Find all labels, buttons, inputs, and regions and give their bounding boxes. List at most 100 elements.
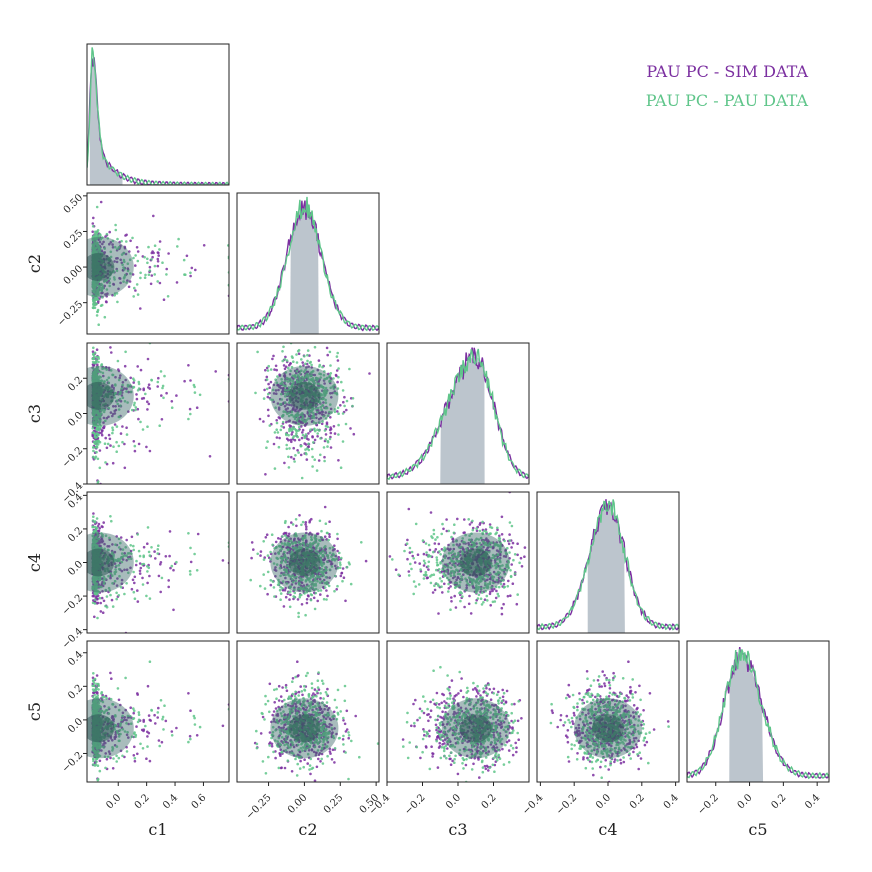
- scatter-point-pau: [322, 373, 326, 377]
- scatter-point-sim: [284, 355, 287, 359]
- scatter-point-pau: [109, 593, 112, 597]
- scatter-point-sim: [137, 417, 140, 421]
- scatter-point-pau: [113, 572, 117, 576]
- scatter-point-pau: [118, 574, 121, 578]
- scatter-point-pau: [92, 544, 95, 547]
- scatter-point-pau: [184, 273, 187, 277]
- scatter-point-pau: [134, 254, 137, 257]
- scatter-point-pau: [276, 431, 280, 434]
- scatter-point-pau: [123, 268, 126, 271]
- scatter-point-pau: [129, 390, 133, 394]
- scatter-point-pau: [116, 402, 119, 406]
- scatter-point-pau: [299, 378, 302, 382]
- scatter-point-pau: [140, 563, 144, 566]
- scatter-point-sim: [283, 367, 287, 371]
- scatter-point-pau: [288, 605, 292, 609]
- scatter-point-pau: [111, 426, 114, 430]
- scatter-point-sim: [288, 403, 291, 407]
- scatter-point-sim: [310, 517, 313, 521]
- scatter-point-pau: [304, 613, 307, 617]
- scatter-point-pau: [330, 411, 333, 414]
- scatter-point-sim: [329, 392, 332, 395]
- scatter-point-pau: [92, 301, 96, 305]
- scatter-point-pau: [122, 251, 126, 255]
- scatter-point-pau: [306, 359, 309, 363]
- scatter-point-pau: [158, 248, 161, 251]
- scatter-point-pau: [139, 420, 142, 424]
- scatter-point-pau: [91, 525, 94, 529]
- scatter-point-pau: [336, 406, 340, 410]
- scatter-point-sim: [120, 578, 124, 582]
- scatter-point-pau: [308, 361, 312, 365]
- scatter-point-pau: [92, 579, 95, 583]
- scatter-point-sim: [508, 557, 511, 560]
- scatter-point-sim: [293, 438, 297, 442]
- scatter-point-pau: [285, 570, 289, 574]
- scatter-point-sim: [323, 535, 327, 538]
- scatter-point-pau: [105, 278, 108, 282]
- scatter-point-pau: [101, 535, 104, 538]
- scatter-point-sim: [494, 596, 498, 600]
- scatter-point-pau: [292, 381, 295, 385]
- scatter-point-pau: [300, 523, 303, 527]
- scatter-point-pau: [127, 571, 130, 575]
- scatter-point-sim: [292, 446, 296, 450]
- scatter-point-pau: [98, 466, 102, 470]
- scatter-point-pau: [265, 446, 268, 450]
- scatter-point-pau: [265, 378, 269, 381]
- scatter-point-sim: [331, 549, 335, 552]
- scatter-point-pau: [148, 554, 152, 557]
- scatter-point-sim: [135, 246, 139, 249]
- scatter-point-sim: [91, 350, 95, 354]
- scatter-point-sim: [334, 373, 338, 377]
- scatter-point-pau: [283, 542, 287, 545]
- scatter-point-pau: [147, 245, 150, 249]
- scatter-point-sim: [445, 518, 448, 521]
- scatter-point-pau: [100, 585, 103, 589]
- scatter-point-pau: [279, 585, 282, 589]
- scatter-point-pau: [324, 401, 328, 405]
- scatter-point-pau: [143, 276, 147, 280]
- scatter-point-pau: [305, 585, 308, 589]
- scatter-point-pau: [283, 560, 287, 563]
- scatter-point-pau: [277, 552, 281, 555]
- scatter-point-sim: [277, 388, 280, 392]
- scatter-point-pau: [300, 369, 303, 373]
- scatter-point-sim: [97, 529, 101, 533]
- scatter-point-pau: [92, 446, 95, 449]
- scatter-point-pau: [119, 392, 122, 395]
- scatter-point-pau: [279, 428, 283, 432]
- panel-c4-vs-c3: [386, 491, 530, 634]
- scatter-point-sim: [137, 442, 141, 446]
- scatter-point-pau: [297, 429, 300, 432]
- scatter-point-sim: [298, 514, 301, 517]
- scatter-point-pau: [92, 576, 95, 580]
- scatter-point-sim: [289, 438, 293, 442]
- scatter-point-pau: [111, 605, 115, 608]
- scatter-point-pau: [94, 247, 97, 250]
- scatter-point-sim: [100, 537, 104, 541]
- scatter-point-sim: [489, 604, 493, 607]
- scatter-point-sim: [305, 366, 308, 369]
- scatter-point-sim: [124, 378, 127, 382]
- scatter-point-pau: [98, 440, 102, 444]
- scatter-point-pau: [279, 592, 283, 595]
- scatter-point-pau: [301, 520, 305, 524]
- scatter-point-pau: [285, 564, 289, 567]
- scatter-point-pau: [322, 546, 326, 549]
- scatter-point-sim: [296, 449, 299, 452]
- scatter-point-pau: [299, 576, 302, 580]
- scatter-point-pau: [299, 365, 302, 368]
- scatter-point-pau: [343, 404, 346, 408]
- scatter-point-sim: [129, 549, 133, 553]
- scatter-point-pau: [337, 367, 340, 370]
- scatter-point-pau: [273, 467, 277, 470]
- scatter-point-pau: [287, 377, 291, 381]
- scatter-point-sim: [272, 442, 276, 446]
- scatter-point-pau: [290, 550, 294, 553]
- scatter-point-sim: [108, 230, 111, 234]
- scatter-point-pau: [322, 397, 325, 400]
- scatter-point-sim: [138, 569, 142, 573]
- scatter-point-pau: [96, 281, 100, 285]
- credible-interval-c2: [290, 207, 319, 334]
